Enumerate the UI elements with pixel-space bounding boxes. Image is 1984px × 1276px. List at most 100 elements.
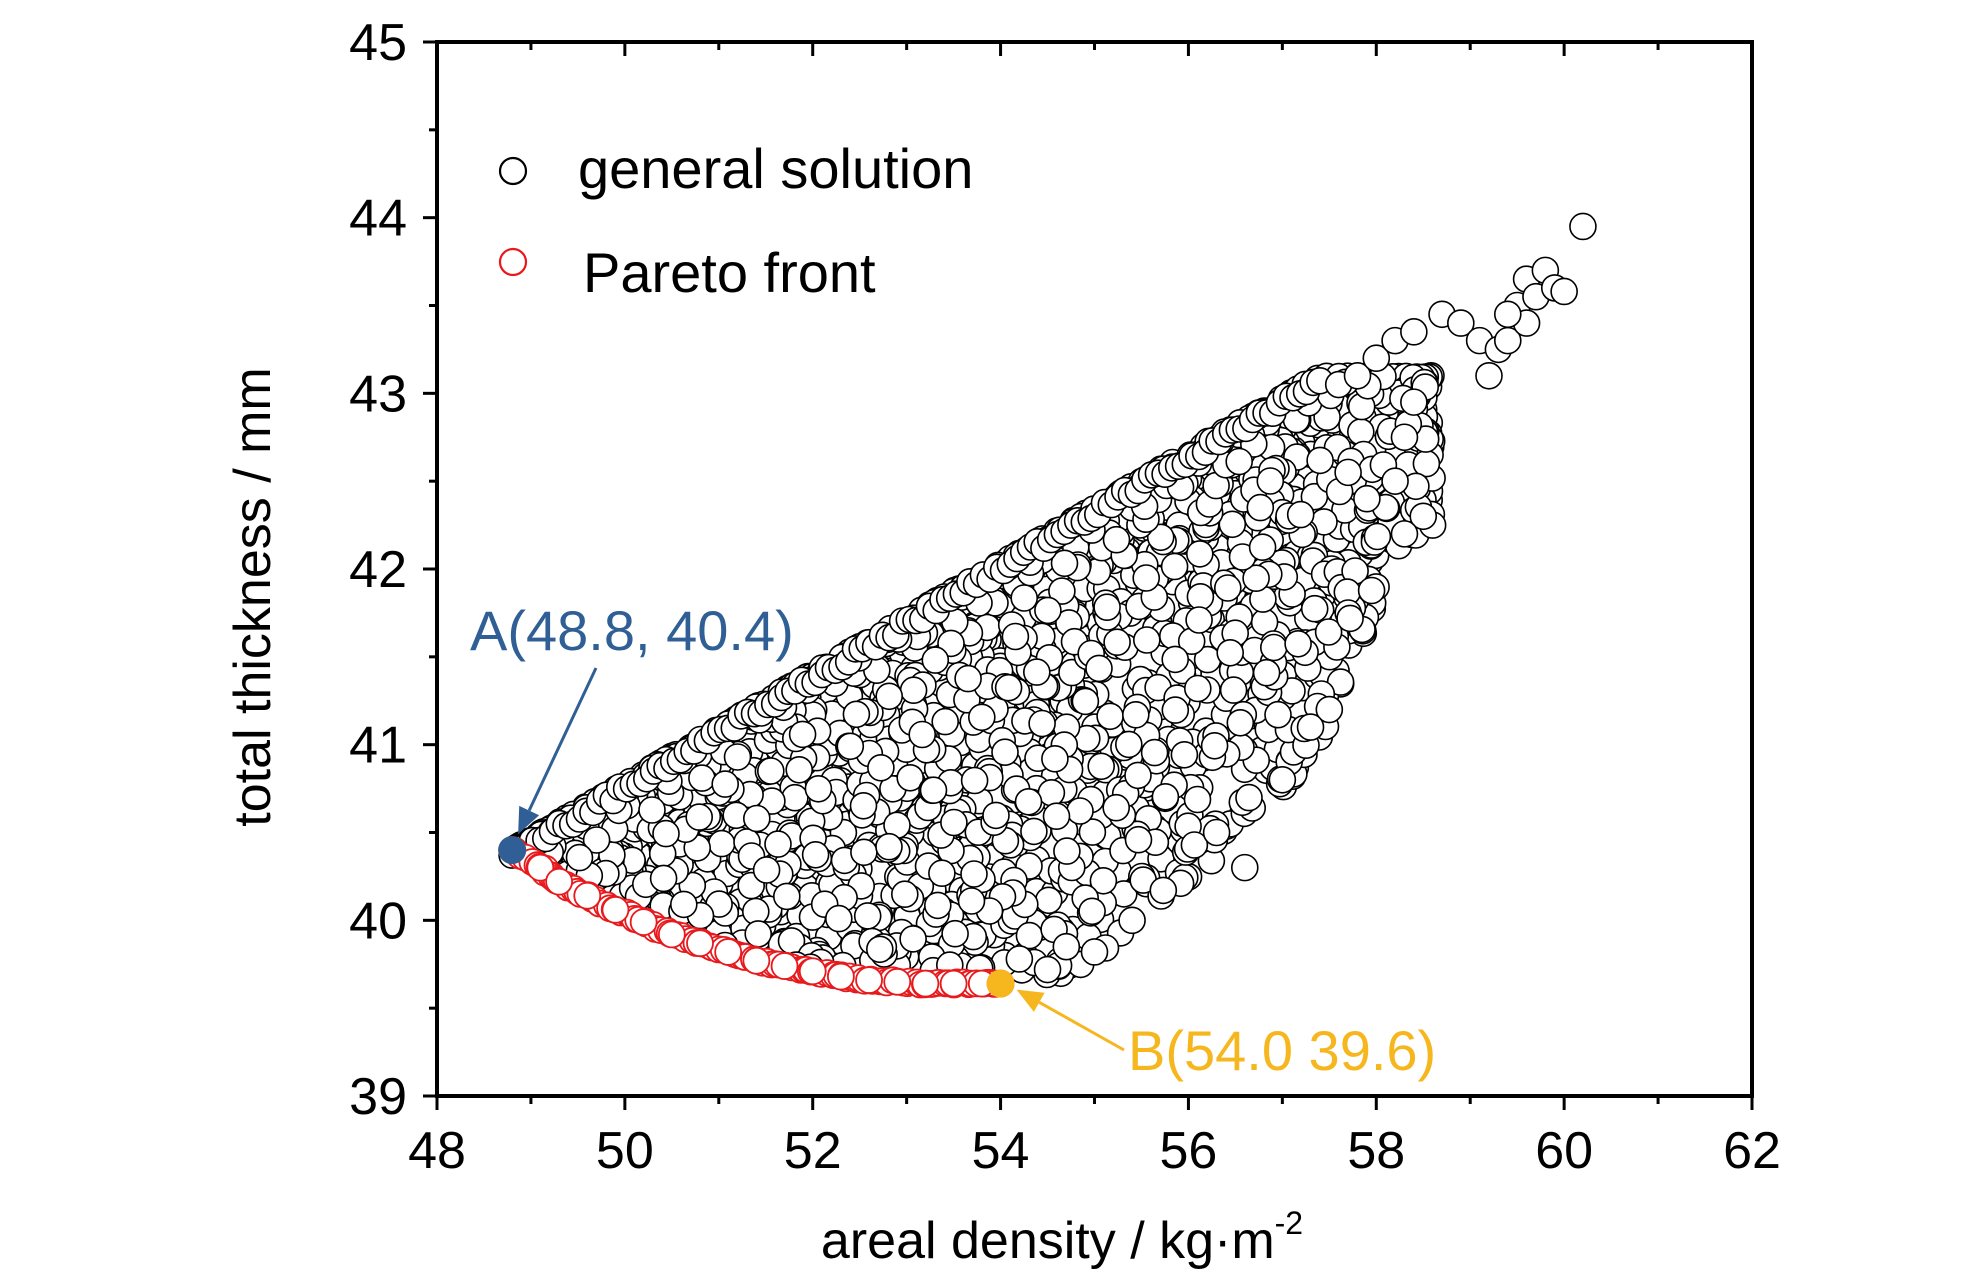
- data-point-general: [982, 801, 1010, 830]
- data-point-general: [756, 757, 785, 785]
- data-point-general: [1015, 921, 1044, 950]
- data-point-general: [865, 935, 894, 964]
- data-point-pareto: [770, 952, 799, 980]
- data-point-general: [1115, 730, 1143, 759]
- data-point-general: [1264, 700, 1292, 729]
- data-point-general: [1050, 549, 1079, 578]
- x-tick-label: 50: [596, 1122, 654, 1180]
- data-point-general: [991, 738, 1019, 767]
- data-point-general: [1475, 361, 1503, 390]
- axes: 48 50 52 54 56 58 60 62 39 40 41 42 43 44 45: [349, 14, 1781, 1180]
- data-point-general: [919, 776, 948, 805]
- data-point-general: [1216, 638, 1244, 667]
- x-tick-label: 54: [972, 1122, 1030, 1180]
- data-point-general: [1268, 765, 1297, 794]
- legend-marker-general: [498, 156, 528, 186]
- data-point-general: [582, 826, 611, 854]
- annotation-a-arrowhead: [518, 805, 540, 835]
- data-point-general: [1343, 361, 1372, 390]
- data-point-general: [772, 882, 801, 911]
- data-point-general: [1185, 606, 1213, 634]
- y-tick-label: 41: [349, 717, 407, 775]
- data-point-general: [1186, 540, 1214, 568]
- data-point-general: [711, 770, 740, 798]
- data-point-general: [785, 755, 814, 784]
- y-tick-label: 40: [349, 892, 407, 950]
- data-point-general: [1286, 500, 1315, 529]
- data-point-general: [638, 796, 666, 824]
- data-point-general: [1041, 744, 1069, 773]
- annotation-b-point: [986, 969, 1015, 998]
- data-point-general: [1170, 740, 1199, 769]
- data-point-general: [685, 803, 714, 831]
- legend: general solution Pareto front: [498, 137, 973, 304]
- data-point-general: [1048, 577, 1076, 605]
- data-point-general: [1569, 212, 1597, 241]
- data-point-general: [1260, 633, 1288, 662]
- data-point-general: [1140, 738, 1169, 767]
- data-point-general: [1103, 628, 1131, 657]
- data-point-general: [1214, 574, 1242, 602]
- data-point-general: [1014, 787, 1043, 816]
- data-point-general: [849, 791, 878, 820]
- data-point-general: [1252, 658, 1281, 687]
- data-point-general: [652, 819, 680, 848]
- data-point-general: [1149, 876, 1178, 905]
- data-point-general: [1186, 582, 1215, 611]
- y-tick-label: 43: [349, 365, 407, 423]
- data-point-general: [1080, 938, 1109, 966]
- data-point-general: [824, 904, 853, 933]
- data-point-pareto: [686, 929, 714, 958]
- data-point-general: [1161, 696, 1190, 724]
- x-axis-label: areal density / kg·m-2: [821, 1205, 1303, 1270]
- data-point-pareto: [545, 867, 574, 896]
- annotation-a-arrow-line: [527, 667, 598, 812]
- data-point-general: [1023, 658, 1051, 686]
- data-point-general: [1005, 945, 1034, 973]
- data-point-general: [565, 843, 594, 872]
- data-point-general: [899, 925, 927, 953]
- data-point-general: [1033, 955, 1062, 984]
- data-point-general: [1102, 793, 1130, 822]
- data-point-general: [1089, 866, 1118, 895]
- data-point-general: [744, 920, 773, 948]
- data-point-general: [960, 766, 989, 795]
- annotations: A(48.8, 40.4) B(54.0 39.6): [470, 599, 1436, 1082]
- data-point-general: [899, 676, 928, 705]
- data-point-pareto: [939, 969, 968, 998]
- data-point-general: [1336, 604, 1364, 633]
- data-point-general: [1028, 709, 1056, 738]
- data-point-general: [1184, 674, 1212, 703]
- data-point-general: [1001, 622, 1030, 651]
- legend-label-pareto: Pareto front: [583, 241, 876, 304]
- data-point-general: [1037, 778, 1066, 807]
- data-point-general: [957, 887, 986, 915]
- data-point-general: [1066, 797, 1094, 825]
- data-point-general: [1042, 802, 1071, 831]
- data-point-general: [928, 859, 956, 888]
- data-point-general: [688, 764, 716, 792]
- data-point-general: [1400, 388, 1428, 416]
- data-point-general: [1248, 533, 1277, 562]
- data-point-pareto: [826, 962, 855, 991]
- x-axis-label-superscript: -2: [1275, 1205, 1303, 1241]
- data-point-general: [1124, 825, 1153, 854]
- data-point-general: [1447, 309, 1475, 337]
- x-tick-label: 62: [1723, 1122, 1781, 1180]
- data-point-general: [875, 682, 904, 711]
- data-point-general: [1246, 493, 1275, 522]
- data-point-general: [1235, 783, 1263, 812]
- y-tick-label: 42: [349, 541, 407, 599]
- data-point-general: [921, 646, 950, 674]
- data-point-general: [1118, 906, 1146, 935]
- data-point-general: [1550, 277, 1578, 306]
- x-tick-label: 52: [784, 1122, 842, 1180]
- data-point-general: [875, 832, 903, 861]
- data-point-general: [1183, 785, 1212, 814]
- data-point-general: [649, 864, 678, 893]
- data-point-general: [1390, 520, 1419, 548]
- data-point-general: [1180, 831, 1209, 859]
- data-point-general: [1146, 523, 1175, 552]
